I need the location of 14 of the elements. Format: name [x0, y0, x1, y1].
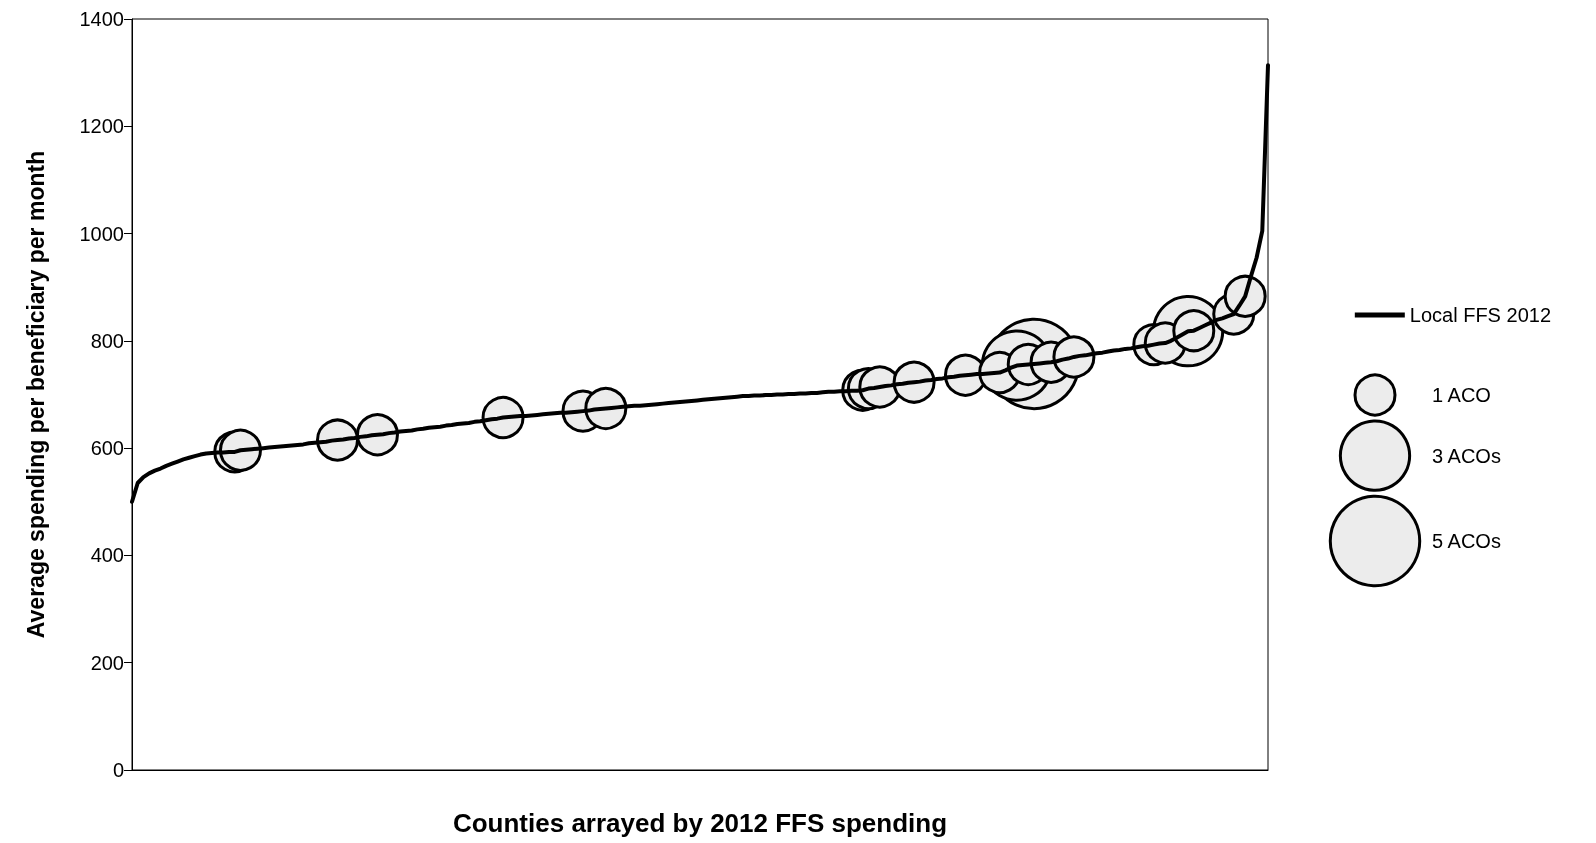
y-tick-label: 1400	[79, 8, 124, 30]
y-tick-label: 1200	[79, 115, 124, 138]
legend-label: 3 ACOs	[1432, 444, 1501, 467]
x-axis-title: Counties arrayed by 2012 FFS spending	[452, 808, 948, 838]
y-tick-label: 400	[90, 544, 124, 567]
y-tick-label: 0	[112, 759, 124, 781]
legend-label: 5 ACOs	[1432, 530, 1501, 552]
y-tick-label: 600	[90, 437, 124, 460]
legend-label: 1 ACO	[1432, 384, 1491, 406]
y-tick-label: 1000	[79, 222, 124, 245]
y-tick-label: 800	[90, 329, 124, 352]
y-tick-label: 200	[90, 651, 124, 674]
y-axis-title: Average spending per beneficiary per month	[22, 150, 49, 639]
legend-label: Local FFS 2012	[1409, 304, 1552, 326]
